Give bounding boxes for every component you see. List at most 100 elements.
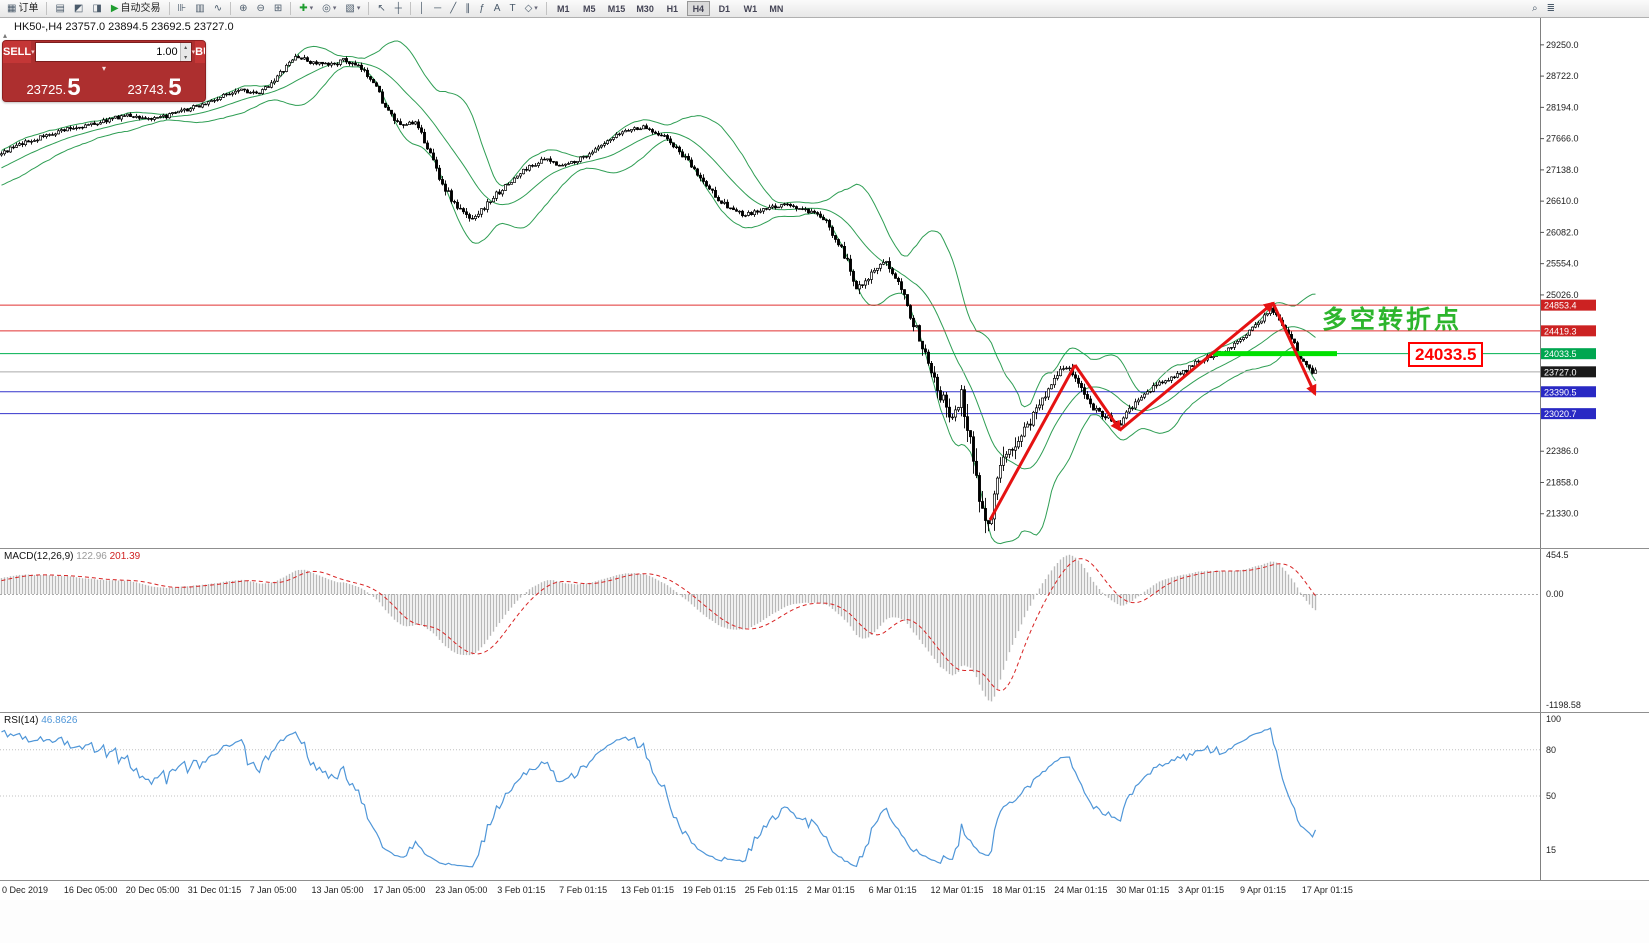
svg-text:29250.0: 29250.0 (1546, 40, 1579, 50)
volume-field: ▴▾ (34, 42, 192, 62)
time-label: 6 Mar 01:15 (868, 885, 917, 895)
sell-options-caret-icon[interactable]: ▾ (31, 41, 35, 63)
time-label: 16 Dec 05:00 (63, 885, 118, 895)
price-level-label (1541, 299, 1596, 311)
trendline-button[interactable]: ╱ (446, 1, 460, 17)
price-level-label (1541, 386, 1596, 398)
rsi-panel: 100 80 50 15 RSI(14) 46.8626 (0, 712, 1649, 881)
svg-text:22386.0: 22386.0 (1546, 446, 1579, 456)
data-window-button[interactable]: ◨ (88, 1, 105, 17)
price-level-label (1541, 408, 1596, 420)
buy-price[interactable]: 23743. 5 (104, 63, 205, 101)
text-label-icon: T (509, 2, 516, 14)
buy-price-pip: 5 (168, 73, 182, 101)
buy-options-caret-icon[interactable]: ▾ (191, 41, 196, 63)
indicators-button[interactable]: ✚ ▾ (295, 1, 317, 17)
bar-chart-icon: ⊪ (177, 2, 187, 14)
macd-chart[interactable]: 454.5 0.00 -1198.58 (0, 549, 1649, 713)
svg-text:24853.4: 24853.4 (1544, 301, 1577, 311)
arrows-button[interactable]: ◇ ▾ (521, 1, 542, 17)
timeframe-mn-button[interactable]: MN (765, 1, 788, 16)
volume-up-icon[interactable]: ▴ (184, 45, 188, 51)
candles (0, 53, 1317, 534)
zoom-out-button[interactable]: ⊖ (252, 1, 268, 17)
main-chart[interactable]: 21330.0 21858.0 22386.0 25026.0 25554.0 26082… (0, 18, 1649, 548)
price-level-label (1541, 366, 1596, 378)
annotation-price-tag[interactable]: 24033.5 (1408, 342, 1484, 367)
time-label: 12 Mar 01:15 (930, 885, 984, 895)
svg-text:25554.0: 25554.0 (1546, 259, 1579, 269)
objects-button[interactable]: ◎ ▾ (318, 1, 340, 17)
tile-windows-icon: ⊞ (273, 2, 283, 14)
new-order-button[interactable]: ▦ 订单 (3, 1, 42, 17)
trendline-icon: ╱ (450, 2, 457, 14)
tile-windows-button[interactable]: ⊞ (270, 1, 286, 17)
search-button[interactable]: ⌕ (1528, 1, 1542, 17)
sell-price-pip: 5 (67, 73, 81, 101)
horizontal-line-button[interactable]: ─ (430, 1, 445, 17)
timeframe-m15-button[interactable]: M15 (604, 1, 630, 16)
time-label: 3 Feb 01:15 (497, 885, 546, 895)
text-button[interactable]: A (490, 1, 505, 17)
vertical-line-button[interactable]: │ (415, 1, 429, 17)
svg-text:26082.0: 26082.0 (1546, 227, 1579, 237)
timeframe-w1-button[interactable]: W1 (739, 1, 762, 16)
timeframe-h1-button[interactable]: H1 (661, 1, 684, 16)
profiles-button[interactable]: ◩ (70, 1, 87, 17)
symbol-header: HK50-,H4 23757.0 23894.5 23692.5 23727.0 (14, 21, 234, 33)
bottom-strip (0, 900, 1649, 943)
search-icon: ⌕ (1532, 2, 1538, 14)
trend-arrows[interactable] (988, 301, 1317, 521)
templates-icon: ▧ (345, 2, 355, 14)
profiles-icon: ◩ (73, 2, 84, 14)
timeframe-h4-button[interactable]: H4 (686, 1, 710, 16)
rsi-chart[interactable]: 100 80 50 15 (0, 713, 1649, 881)
time-label: 9 Apr 01:15 (1240, 885, 1287, 895)
chart-window-button[interactable]: ▤ (51, 1, 68, 17)
candlestick-chart-icon: ▥ (195, 2, 205, 14)
arrows-caret-icon: ▾ (534, 5, 538, 12)
text-label-button[interactable]: T (505, 1, 519, 17)
collapse-trading-panel-icon[interactable]: ▴ (3, 31, 8, 40)
menu-button[interactable]: ≣ (1543, 1, 1559, 17)
equidistant-channel-button[interactable]: ∥ (461, 1, 474, 17)
timeframe-m1-button[interactable]: M1 (552, 1, 575, 16)
chart-area: 21330.0 21858.0 22386.0 25026.0 25554.0 26082… (0, 18, 1649, 548)
time-label: 17 Jan 05:00 (373, 885, 426, 895)
time-label: 13 Jan 05:00 (311, 885, 364, 895)
autotrading-button[interactable]: ▶ 自动交易 (107, 1, 165, 17)
svg-text:23020.7: 23020.7 (1544, 409, 1577, 419)
cursor-button[interactable]: ↖ (373, 1, 389, 17)
zoom-in-button[interactable]: ⊕ (235, 1, 251, 17)
line-chart-button[interactable]: ∿ (210, 1, 226, 17)
menu-icon: ≣ (1546, 2, 1555, 14)
volume-down-icon[interactable]: ▾ (184, 55, 188, 61)
svg-text:24033.5: 24033.5 (1544, 349, 1577, 359)
buy-price-main: 23743. (127, 81, 168, 97)
candlestick-chart-button[interactable]: ▥ (191, 1, 208, 17)
autotrading-icon: ▶ (110, 2, 119, 14)
timeframe-m5-button[interactable]: M5 (578, 1, 601, 16)
crosshair-button[interactable]: ┼ (391, 1, 406, 17)
sell-price[interactable]: 23725. 5 (3, 63, 104, 101)
sell-button[interactable]: SELL (3, 41, 32, 63)
toolbar-separator (168, 2, 170, 15)
bar-chart-button[interactable]: ⊪ (174, 1, 191, 17)
toolbar-separator (46, 2, 48, 15)
timeframe-d1-button[interactable]: D1 (713, 1, 736, 16)
text-icon: A (493, 2, 501, 14)
arrows-icon: ◇ (524, 2, 533, 14)
buy-button[interactable]: BUY (195, 41, 205, 63)
crosshair-icon: ┼ (394, 2, 402, 14)
volume-input[interactable] (35, 43, 180, 61)
fibonacci-button[interactable]: ƒ (475, 1, 489, 17)
timeframe-m30-button[interactable]: M30 (632, 1, 658, 16)
time-axis: 0 Dec 2019 16 Dec 05:00 20 Dec 05:00 31 Dec… (0, 880, 1649, 900)
templates-button[interactable]: ▧ ▾ (341, 1, 364, 17)
svg-text:0.00: 0.00 (1546, 589, 1564, 599)
svg-text:24419.3: 24419.3 (1544, 326, 1577, 336)
annotation-turning-point[interactable]: 多空转折点 (1322, 306, 1463, 334)
time-label: 0 Dec 2019 (2, 885, 49, 895)
rsi-axis: 100 80 50 15 (1540, 713, 1561, 881)
level-lines[interactable] (0, 304, 1540, 415)
